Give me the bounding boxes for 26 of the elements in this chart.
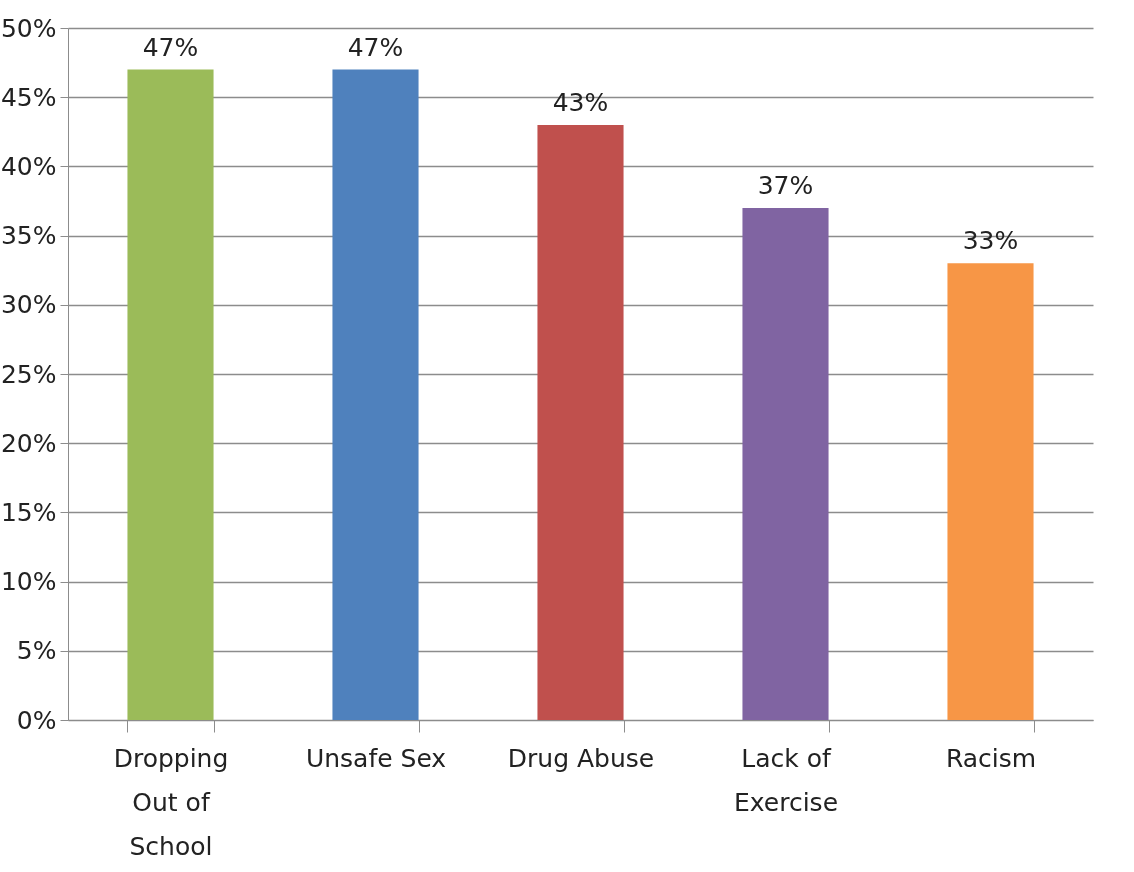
data-label: 37% xyxy=(757,170,814,200)
bar xyxy=(332,69,419,720)
data-label: 33% xyxy=(962,226,1019,256)
y-tick-label: 35% xyxy=(0,221,57,251)
y-tick-label: 25% xyxy=(0,359,57,389)
x-tick-label: Unsafe Sex xyxy=(305,743,447,773)
x-tick-label: Lack of Exercise xyxy=(733,743,839,817)
x-tick-label: Drug Abuse xyxy=(507,743,655,773)
bar xyxy=(742,207,829,720)
y-tick-label: 20% xyxy=(0,428,57,458)
x-tick-label: Dropping Out of School xyxy=(113,743,229,861)
y-tick-label: 45% xyxy=(0,82,57,112)
y-tick-label: 30% xyxy=(0,290,57,320)
y-tick-label: 15% xyxy=(0,497,57,527)
data-label: 43% xyxy=(552,87,609,117)
y-tick-label: 50% xyxy=(0,13,57,43)
x-tick-label: Racism xyxy=(945,743,1037,773)
y-tick-label: 0% xyxy=(16,705,57,735)
bar xyxy=(127,69,214,720)
data-label: 47% xyxy=(142,32,199,62)
y-tick-label: 40% xyxy=(0,151,57,181)
data-label: 47% xyxy=(347,32,404,62)
bar xyxy=(537,124,624,720)
bar xyxy=(947,263,1034,720)
y-tick-label: 5% xyxy=(16,636,57,666)
y-tick-label: 10% xyxy=(0,567,57,597)
